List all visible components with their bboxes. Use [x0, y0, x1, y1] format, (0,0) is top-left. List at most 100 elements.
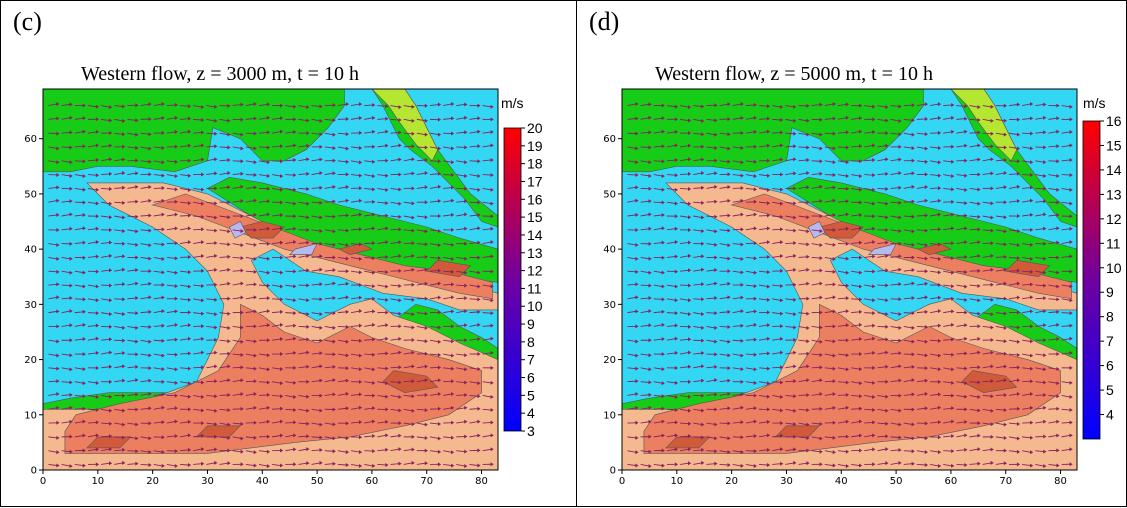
wind-vector-head — [1056, 240, 1060, 245]
wind-vector-head — [951, 212, 955, 217]
wind-vector — [943, 435, 952, 438]
wind-vector — [285, 241, 294, 245]
wind-vector-head — [845, 405, 850, 410]
wind-vector-head — [358, 173, 363, 178]
wind-vector-head — [332, 268, 336, 273]
wind-vector — [995, 312, 1005, 315]
wind-vector — [482, 228, 492, 231]
wind-vector — [324, 422, 334, 425]
wind-vector — [772, 463, 781, 465]
wind-vector-head — [332, 132, 336, 137]
wind-vector-head — [661, 116, 665, 121]
wind-vector-head — [398, 461, 402, 466]
wind-vector — [232, 283, 242, 286]
wind-vector — [48, 256, 58, 260]
wind-vector-head — [951, 102, 955, 107]
wind-vector — [153, 353, 163, 357]
wind-vector-head — [437, 406, 442, 411]
wind-vector-head — [148, 421, 152, 426]
wind-vector-head — [122, 215, 126, 220]
wind-vector — [930, 464, 939, 467]
wind-vector-head — [661, 322, 665, 327]
wind-vector-head — [293, 269, 297, 274]
wind-vector — [456, 117, 465, 120]
wind-vector-head — [990, 422, 994, 427]
wind-vector — [377, 284, 386, 288]
wind-vector — [245, 103, 255, 107]
wind-vector — [824, 103, 834, 107]
wind-vector — [298, 158, 308, 162]
wind-vector-head — [766, 407, 771, 412]
wind-vector-head — [161, 146, 165, 151]
wind-vector — [61, 213, 71, 217]
wind-vector — [114, 201, 123, 204]
wind-vector-head — [451, 450, 455, 455]
wind-vector — [166, 407, 176, 410]
wind-vector-head — [753, 226, 757, 231]
wind-vector — [456, 407, 465, 410]
wind-vector-head — [911, 158, 915, 163]
wind-vector — [995, 215, 1005, 218]
wind-vector — [482, 312, 492, 314]
wind-vector-head — [1056, 255, 1060, 260]
wind-vector — [258, 367, 268, 370]
wind-vector-head — [898, 338, 902, 343]
wind-vector — [298, 395, 308, 398]
wind-vector — [272, 242, 281, 245]
wind-vector — [469, 435, 479, 438]
wind-vector — [285, 105, 294, 108]
wind-vector-head — [174, 337, 178, 342]
wind-vector-head — [82, 463, 86, 468]
wind-vector-head — [319, 297, 323, 302]
wind-vector-head — [345, 281, 350, 286]
wind-vector-head — [688, 201, 692, 206]
wind-vector-head — [398, 283, 402, 288]
wind-vector — [745, 464, 755, 467]
wind-vector-head — [56, 435, 60, 440]
wind-vector — [166, 270, 176, 274]
wind-vector — [416, 462, 426, 465]
wind-vector-head — [885, 408, 889, 413]
wind-vector-head — [411, 144, 415, 149]
wind-vector-head — [898, 118, 902, 123]
wind-vector — [837, 464, 847, 467]
wind-vector — [61, 421, 71, 424]
wind-vector — [351, 270, 360, 273]
wind-vector — [179, 395, 189, 398]
wind-vector — [351, 367, 360, 370]
wind-vector-head — [1016, 214, 1021, 219]
wind-vector — [101, 366, 110, 369]
wind-vector — [285, 228, 294, 231]
wind-vector — [1061, 422, 1071, 424]
wind-vector-head — [1003, 118, 1007, 123]
wind-vector — [1048, 145, 1058, 148]
wind-vector-head — [872, 117, 876, 122]
wind-vector — [377, 201, 386, 204]
wind-vector — [943, 117, 952, 120]
wind-vector — [272, 298, 281, 300]
wind-vector — [837, 450, 847, 453]
wind-vector — [48, 270, 58, 273]
wind-vector — [627, 283, 637, 286]
wind-vector-head — [372, 352, 376, 357]
wind-vector — [140, 407, 150, 410]
wind-vector — [811, 270, 821, 272]
wind-vector-head — [832, 172, 836, 177]
wind-vector — [758, 187, 768, 191]
wind-vector-head — [95, 173, 100, 178]
wind-vector-head — [135, 311, 139, 316]
wind-vector-head — [872, 201, 876, 206]
wind-vector-head — [898, 447, 902, 452]
wind-vector-head — [398, 350, 402, 355]
wind-vector-head — [214, 157, 218, 162]
wind-vector — [693, 269, 702, 272]
colorbar-tick-label: 15 — [1106, 137, 1122, 153]
wind-vector-head — [780, 336, 784, 341]
wind-vector — [956, 434, 965, 438]
wind-vector — [377, 434, 386, 438]
wind-vector — [890, 325, 900, 329]
wind-vector-head — [964, 407, 968, 412]
wind-vector — [903, 436, 913, 439]
wind-vector — [285, 434, 294, 438]
wind-vector — [798, 172, 808, 176]
